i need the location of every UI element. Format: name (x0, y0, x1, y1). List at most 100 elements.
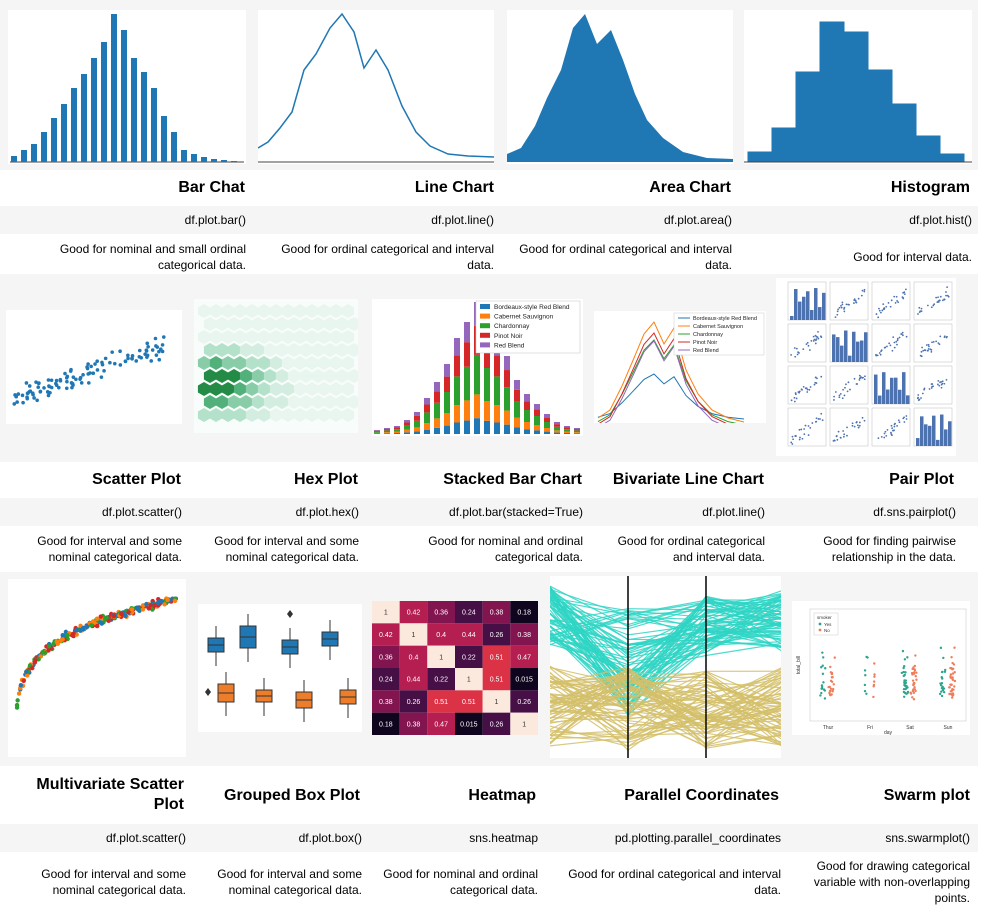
pair-point (935, 296, 938, 299)
scatter-point (154, 353, 159, 357)
pair-point (839, 392, 842, 395)
pair-point (938, 299, 941, 302)
swarm-point (951, 672, 955, 675)
bar (221, 160, 227, 162)
heatmap-cell-label: 1 (522, 721, 526, 728)
hex-cell (329, 330, 343, 344)
pair-point (918, 311, 921, 314)
scatter-point (79, 381, 84, 385)
heatmap-cell-label: 0.42 (407, 610, 421, 617)
stacked-segment (514, 427, 520, 434)
hist-bin (843, 31, 869, 163)
swarm-point (873, 680, 876, 683)
hex-cell (239, 395, 253, 409)
legend-label: Chardonnay (494, 323, 530, 330)
swarm-point (820, 691, 823, 695)
scatter-point (157, 357, 162, 362)
scatter-point (16, 392, 21, 396)
pair-point (861, 376, 864, 379)
hex-cell (227, 343, 241, 357)
hex-cell (209, 356, 223, 370)
series-line (604, 340, 720, 423)
stacked-segment (544, 414, 550, 418)
pair-point (930, 383, 933, 385)
scatter-point (24, 381, 29, 385)
stacked-segment (534, 409, 540, 416)
hex-cell (203, 317, 217, 331)
swarm-point (866, 656, 869, 659)
parallel-line (550, 673, 781, 747)
hex-cell (203, 343, 217, 357)
pair-point (918, 306, 921, 309)
pair-point (905, 335, 908, 338)
heatmap-cell (482, 712, 511, 735)
pair-plot-description: Good for finding pairwise relationship i… (823, 534, 956, 564)
heatmap-cell (455, 601, 483, 624)
pair-point (851, 424, 854, 427)
pair-point (927, 349, 929, 352)
heatmap-cell-label: 0.26 (517, 699, 531, 706)
parallel-line (550, 710, 781, 744)
pair-point (820, 412, 823, 415)
swarm-point (830, 680, 834, 683)
parallel-line (550, 674, 781, 749)
pair-point (819, 418, 821, 420)
pair-point (902, 334, 904, 337)
pair-point (927, 343, 930, 346)
row3-code-band (0, 824, 978, 852)
pair-point (846, 390, 849, 393)
stacked-segment (504, 370, 510, 388)
hex-plot-description: Good for interval and some nominal categ… (214, 534, 359, 564)
parallel-coordinates-thumbnail (550, 576, 781, 758)
pair-point (937, 379, 940, 382)
pair-point (807, 434, 810, 436)
scatter-point (157, 349, 161, 354)
heatmap-cell-label: 0.51 (434, 699, 448, 706)
pair-point (807, 425, 810, 427)
pair-point (927, 347, 930, 350)
pair-hist-bar (832, 334, 836, 362)
pair-point (925, 344, 928, 346)
hist-bin (939, 153, 965, 163)
swarm-point (863, 689, 867, 693)
pair-point (875, 353, 877, 356)
swarm-point (900, 671, 904, 675)
scatter-point (43, 650, 48, 655)
heatmap-cell-label: 0.26 (490, 632, 504, 639)
scatter-point (71, 631, 76, 636)
stacked-segment (424, 398, 430, 405)
pair-point (890, 431, 892, 434)
pair-point (832, 440, 835, 442)
stacked-segment (544, 428, 550, 432)
scatter-point (123, 359, 128, 364)
pair-point (806, 391, 809, 393)
swarm-point (904, 687, 907, 691)
bar (201, 157, 207, 162)
swarm-point (872, 695, 875, 699)
scatter-point (37, 381, 41, 385)
swarm-point (941, 677, 944, 680)
pair-point (878, 309, 881, 312)
scatter-point (34, 380, 38, 384)
pair-point (796, 353, 799, 356)
pair-point (905, 288, 907, 291)
hex-cell (215, 343, 229, 357)
stacked-segment (424, 404, 430, 413)
pair-point (838, 394, 841, 397)
pair-point (842, 430, 845, 432)
bar (71, 88, 77, 162)
hex-cell (323, 343, 337, 357)
hex-cell (215, 395, 229, 409)
scatter-point (146, 606, 152, 611)
pair-point (833, 439, 836, 442)
pair-point (945, 291, 947, 293)
hex-cell (203, 395, 217, 409)
hex-cell (197, 408, 211, 422)
scatter-plot-code: df.plot.scatter() (101, 505, 182, 519)
hex-cell (317, 330, 331, 344)
stacked-segment (414, 415, 420, 421)
pair-hist-bar (902, 372, 906, 404)
scatter-point (20, 393, 25, 398)
pair-point (945, 336, 948, 339)
swarm-point (901, 649, 905, 653)
